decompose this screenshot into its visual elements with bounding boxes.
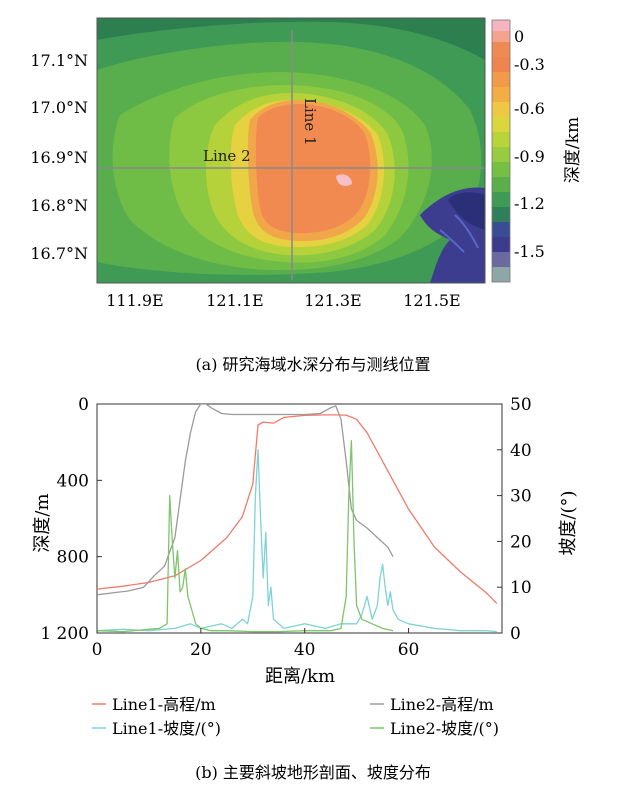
y-left-tick-label: 1 200	[40, 624, 89, 644]
x-tick-label: 40	[294, 640, 316, 660]
colorbar-cell	[492, 57, 510, 72]
caption-b: (b) 主要斜坡地形剖面、坡度分布	[195, 763, 431, 782]
y-right-tick-label: 10	[510, 578, 532, 598]
legend-label: Line1-坡度/(°)	[112, 719, 221, 738]
series-line-3	[97, 449, 497, 633]
basin-channels	[439, 214, 479, 253]
colorbar-cell	[492, 117, 510, 132]
colorbar-label: 深度/km	[563, 117, 583, 183]
y-axis-left-ticks: 0 400 800 1 200	[40, 395, 102, 644]
x-tick-label: 0	[92, 640, 103, 660]
series-layer	[97, 404, 498, 633]
y-left-tick-label: 0	[78, 395, 89, 415]
profile-chart: 0 20 40 60 0 400 800 1 200 0 10 20 30 40 50 距离/km 深…	[32, 395, 579, 687]
colorbar-cell	[492, 267, 510, 282]
y-right-tick-label: 50	[510, 395, 532, 415]
colorbar-tick: -0.9	[514, 147, 545, 166]
map-xtick: 121.1E	[206, 291, 263, 310]
colorbar-cell	[492, 177, 510, 192]
line2-label: Line 2	[203, 147, 251, 165]
plot-frame	[96, 403, 503, 634]
colorbar-tick: -0.3	[514, 55, 545, 74]
colorbar-cell	[492, 252, 510, 267]
colorbar-cell	[492, 42, 510, 57]
colorbar-cells	[492, 20, 510, 282]
colorbar-cell	[492, 132, 510, 147]
map-frame	[96, 17, 486, 284]
series-line-2	[97, 404, 394, 596]
y-axis-right-label: 坡度/(°)	[558, 490, 579, 555]
map-ytick: 17.1°N	[30, 51, 88, 70]
y-right-tick-label: 40	[510, 441, 532, 461]
legend-label: Line2-高程/m	[390, 695, 494, 714]
series-line-4	[97, 439, 394, 633]
legend-label: Line1-高程/m	[112, 695, 216, 714]
map-xtick: 121.5E	[403, 291, 460, 310]
y-left-tick-label: 400	[57, 471, 89, 491]
map-xtick: 111.9E	[106, 291, 163, 310]
colorbar-tick: -1.5	[514, 242, 545, 261]
colorbar-cell	[492, 102, 510, 117]
y-left-tick-label: 800	[57, 548, 89, 568]
colorbar-cell	[492, 162, 510, 177]
map-ylabels: 17.1°N 17.0°N 16.9°N 16.8°N 16.7°N	[30, 51, 88, 263]
colorbar-frame	[491, 19, 511, 283]
deep-basin-inner	[448, 192, 485, 230]
x-tick-label: 60	[398, 640, 420, 660]
map-ytick: 17.0°N	[30, 98, 88, 117]
map-ytick: 16.9°N	[30, 148, 88, 167]
colorbar-tick: -1.2	[514, 194, 545, 213]
colorbar-cell	[492, 222, 510, 237]
bathymetry-map: Line 1 Line 2 17.1°N 17.0°N 16.9°N 16.8°…	[30, 17, 486, 310]
y-right-tick-label: 20	[510, 532, 532, 552]
y-right-tick-label: 30	[510, 487, 532, 507]
y-right-tick-label: 0	[510, 624, 521, 644]
colorbar-cell	[492, 31, 510, 42]
colorbar-cell	[492, 192, 510, 207]
colorbar-cell	[492, 87, 510, 102]
colorbar-cell	[492, 237, 510, 252]
colorbar: 0 -0.3 -0.6 -0.9 -1.2 -1.5 深度/km	[491, 19, 583, 283]
colorbar-tick: 0	[514, 27, 524, 46]
map-xlabels: 111.9E 121.1E 121.3E 121.5E	[106, 291, 460, 310]
series-line-1	[97, 414, 498, 604]
map-xtick: 121.3E	[304, 291, 361, 310]
caption-a: (a) 研究海域水深分布与测线位置	[195, 355, 430, 374]
y-axis-right-ticks: 0 10 20 30 40 50	[497, 395, 532, 644]
line1-label: Line 1	[301, 98, 319, 146]
colorbar-cell	[492, 72, 510, 87]
summit-peak-patch	[336, 174, 352, 186]
y-axis-left-label: 深度/m	[32, 493, 53, 552]
map-ytick: 16.8°N	[30, 196, 88, 215]
x-axis-label: 距离/km	[265, 666, 335, 687]
colorbar-cell	[492, 20, 510, 31]
colorbar-cell	[492, 207, 510, 222]
colorbar-tick: -0.6	[514, 99, 545, 118]
colorbar-cell	[492, 147, 510, 162]
x-tick-label: 20	[190, 640, 212, 660]
x-axis-ticks: 0 20 40 60	[92, 628, 420, 660]
legend: Line1-高程/m Line1-坡度/(°) Line2-高程/m Line2…	[92, 695, 499, 738]
map-ytick: 16.7°N	[30, 244, 88, 263]
map-contours	[97, 18, 485, 283]
legend-label: Line2-坡度/(°)	[390, 719, 499, 738]
